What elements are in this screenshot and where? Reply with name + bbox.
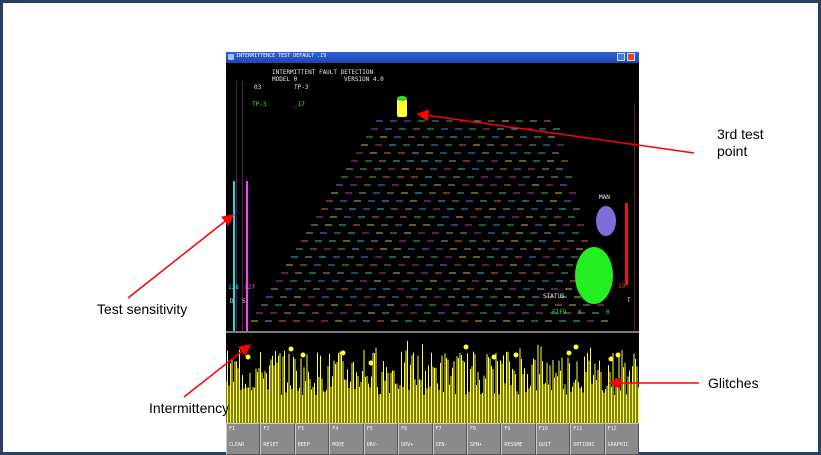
arrow-test-sensitivity	[127, 214, 235, 299]
window-title: INTERMITTENCE TEST DEFAULT .I9	[236, 53, 327, 59]
fkey-number: F6	[401, 426, 408, 432]
callout-test-sensitivity: Test sensitivity	[97, 301, 188, 317]
active-test-point-value: _17	[294, 101, 305, 108]
threshold-scale	[634, 103, 635, 331]
glitch-peak-marker	[573, 344, 579, 350]
fkey-label: RESUME	[504, 442, 523, 448]
fkey-label: SEN+	[469, 442, 482, 448]
fkey-label: GRAPHIC	[607, 442, 629, 448]
fifo-label: FIFO	[552, 309, 567, 316]
glitch-peak-marker	[566, 350, 572, 356]
fkey-label: OPTIONS	[573, 442, 595, 448]
fkey-label: CLEAR	[229, 442, 245, 448]
function-key-bar: F1 CLEAR F2 RESET F3 BEEP F4 MODE F5 DRV- F6 DRV+ F7…	[226, 423, 639, 455]
title-bar: INTERMITTENCE TEST DEFAULT .I9	[226, 52, 639, 63]
fkey-label: DRV+	[401, 442, 414, 448]
test-point-cylinder-top	[397, 96, 407, 101]
status-indicator	[575, 247, 613, 304]
fkey-number: F1	[229, 426, 236, 432]
glitch-waveform	[226, 340, 639, 423]
callout-intermittency: Intermittency	[149, 400, 230, 416]
glitch-peak-marker	[340, 350, 346, 356]
callout-third-test-point: 3rd test point	[717, 126, 764, 159]
app-icon	[228, 54, 234, 60]
panel-divider	[226, 331, 639, 333]
threshold-label: T	[627, 297, 631, 304]
glitch-peak-marker	[491, 354, 497, 360]
sensitivity-scale	[242, 81, 243, 331]
intermittence-test-window: INTERMITTENCE TEST DEFAULT .I9 INTERMITT…	[226, 52, 639, 455]
glitch-peak-marker	[288, 346, 294, 352]
test-point-grid	[251, 120, 608, 322]
test-count: 03	[254, 84, 262, 91]
fkey-label: QUIT	[538, 442, 551, 448]
glitch-peak-marker	[615, 352, 621, 358]
fkey-number: F8	[469, 426, 476, 432]
man-indicator	[596, 206, 616, 236]
glitch-peak-marker	[463, 344, 469, 350]
status-label: STATUS	[543, 293, 565, 300]
fifo-value-2: 0	[606, 309, 610, 316]
glitch-peak-marker	[300, 352, 306, 358]
threshold-bar	[625, 203, 628, 285]
fkey-label: MODE	[332, 442, 345, 448]
header-version: VERSION 4.0	[344, 76, 384, 83]
fkey-number: F10	[538, 426, 548, 432]
sensitivity-level-bar	[246, 181, 248, 333]
threshold-value: 19	[618, 283, 626, 290]
drive-scale	[236, 81, 237, 331]
fkey-number: F2	[263, 426, 270, 432]
fkey-number: F3	[297, 426, 304, 432]
fkey-number: F7	[435, 426, 442, 432]
active-test-point: TP-3	[252, 101, 267, 108]
drive-label: D	[230, 298, 234, 305]
glitch-peak-marker	[513, 352, 519, 358]
test-point-label: TP-3	[294, 84, 309, 91]
arrow-third-test-point	[416, 109, 695, 154]
fkey-label: BEEP	[297, 442, 310, 448]
glitch-peak-marker	[608, 356, 614, 362]
fkey-number: F9	[504, 426, 511, 432]
sensitivity-label: S	[242, 298, 246, 305]
header-title: INTERMITTENT FAULT DETECTION	[272, 69, 374, 76]
test-screen: INTERMITTENT FAULT DETECTION MODEL 0 VER…	[226, 63, 639, 455]
drive-level-bar	[233, 181, 235, 333]
man-label: MAN	[599, 194, 610, 201]
fkey-number: F4	[332, 426, 339, 432]
sensitivity-value: 127	[244, 284, 255, 291]
arrow-intermittency	[183, 344, 252, 398]
callout-glitches: Glitches	[708, 375, 759, 391]
fifo-value-1: 0	[578, 309, 582, 316]
fkey-number: F11	[573, 426, 583, 432]
fkey-label: RESET	[263, 442, 279, 448]
test-point-cylinder	[397, 99, 407, 117]
fkey-number: F12	[607, 426, 617, 432]
minimize-button[interactable]	[617, 53, 625, 61]
fkey-label: SEN-	[435, 442, 448, 448]
header-model: MODEL 0	[272, 76, 298, 83]
drive-value: 128	[228, 284, 239, 291]
close-button[interactable]	[627, 53, 635, 61]
fkey-number: F5	[366, 426, 373, 432]
glitch-peak-marker	[368, 360, 374, 366]
fkey-label: DRV-	[366, 442, 379, 448]
